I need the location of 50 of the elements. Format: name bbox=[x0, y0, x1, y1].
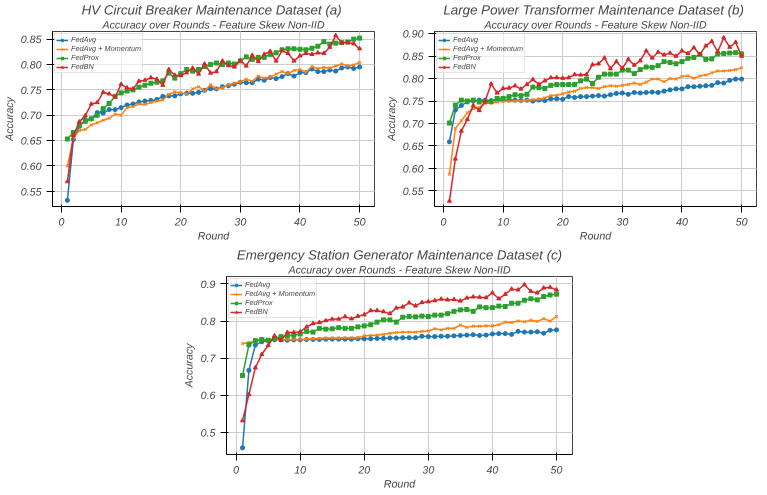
x-tick-label: 30 bbox=[234, 216, 246, 228]
y-tick-label: 0.5 bbox=[200, 427, 216, 440]
y-tick-label: 0.85 bbox=[20, 34, 42, 46]
x-tick-label: 40 bbox=[676, 216, 688, 228]
x-tick-label: 0 bbox=[58, 216, 64, 228]
y-tick-label: 0.55 bbox=[402, 186, 424, 198]
x-tick-label: 20 bbox=[556, 216, 569, 228]
x-tick-label: 10 bbox=[497, 216, 510, 228]
x-axis-title: Round bbox=[384, 478, 416, 490]
chart-title: HV Circuit Breaker Maintenance Dataset (a) bbox=[82, 2, 342, 18]
y-tick-label: 0.60 bbox=[402, 163, 424, 176]
y-axis-title: Accuracy bbox=[4, 96, 16, 142]
y-tick-label: 0.75 bbox=[402, 96, 424, 108]
y-tick-label: 0.90 bbox=[402, 28, 424, 41]
y-tick-label: 0.9 bbox=[200, 278, 216, 291]
chart-subtitle: Accuracy over Rounds - Feature Skew Non-IID bbox=[483, 20, 707, 32]
x-axis-title: Round bbox=[580, 230, 612, 242]
y-axis-title: Accuracy bbox=[386, 96, 398, 142]
y-tick-label: 0.75 bbox=[20, 84, 42, 97]
y-tick-label: 0.6 bbox=[200, 390, 216, 402]
x-tick-label: 0 bbox=[233, 464, 240, 476]
x-tick-label: 0 bbox=[440, 216, 446, 228]
y-tick-label: 0.55 bbox=[20, 186, 42, 198]
x-tick-label: 40 bbox=[294, 216, 306, 228]
y-tick-label: 0.7 bbox=[200, 353, 217, 366]
y-tick-label: 0.8 bbox=[200, 316, 216, 328]
chart-title: Emergency Station Generator Maintenance Dataset (c) bbox=[236, 248, 562, 262]
x-tick-label: 20 bbox=[357, 464, 370, 476]
x-tick-label: 30 bbox=[616, 216, 628, 228]
y-axis-title: Accuracy bbox=[184, 342, 196, 388]
y-tick-label: 0.80 bbox=[20, 59, 42, 72]
chart-subtitle: Accuracy over Rounds - Feature Skew Non-IID bbox=[287, 264, 511, 276]
x-tick-label: 50 bbox=[736, 216, 748, 228]
y-tick-label: 0.85 bbox=[402, 51, 424, 64]
y-tick-label: 0.70 bbox=[402, 118, 424, 130]
x-tick-label: 40 bbox=[486, 464, 498, 476]
x-axis-title: Round bbox=[198, 230, 230, 242]
y-tick-label: 0.80 bbox=[402, 74, 424, 86]
x-tick-label: 10 bbox=[294, 464, 306, 476]
x-tick-label: 10 bbox=[115, 216, 128, 228]
y-tick-label: 0.65 bbox=[20, 136, 42, 148]
x-tick-label: 50 bbox=[354, 216, 366, 228]
x-tick-label: 20 bbox=[174, 216, 187, 228]
x-tick-label: 50 bbox=[550, 464, 562, 476]
chart-title: Large Power Transformer Maintenance Dataset (b) bbox=[443, 2, 744, 18]
chart-subtitle: Accuracy over Rounds - Feature Skew Non-IID bbox=[101, 20, 325, 32]
y-tick-label: 0.70 bbox=[20, 110, 42, 122]
y-tick-label: 0.60 bbox=[20, 160, 42, 173]
x-tick-label: 30 bbox=[422, 464, 434, 476]
y-tick-label: 0.65 bbox=[402, 140, 424, 153]
